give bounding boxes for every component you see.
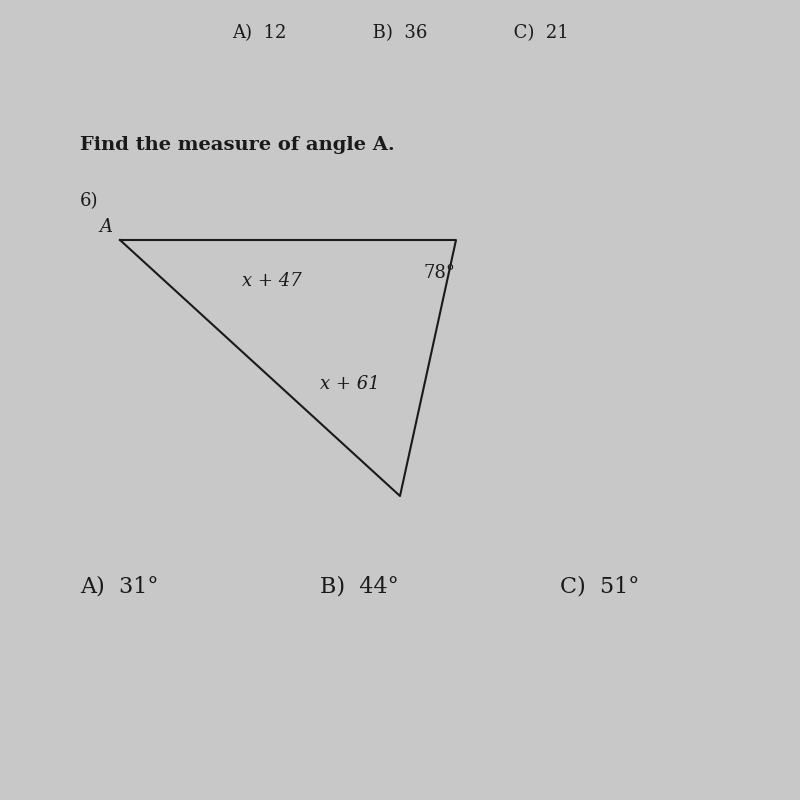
Text: x + 47: x + 47 <box>242 272 302 290</box>
Text: Find the measure of angle A.: Find the measure of angle A. <box>80 136 394 154</box>
Text: 6): 6) <box>80 192 98 210</box>
Text: A)  12               B)  36               C)  21: A) 12 B) 36 C) 21 <box>232 24 568 42</box>
Text: C)  51°: C) 51° <box>560 576 639 598</box>
Text: x + 61: x + 61 <box>320 375 380 393</box>
Text: 78°: 78° <box>424 264 456 282</box>
Text: A: A <box>99 218 112 236</box>
Text: A)  31°: A) 31° <box>80 576 158 598</box>
Text: B)  44°: B) 44° <box>320 576 398 598</box>
